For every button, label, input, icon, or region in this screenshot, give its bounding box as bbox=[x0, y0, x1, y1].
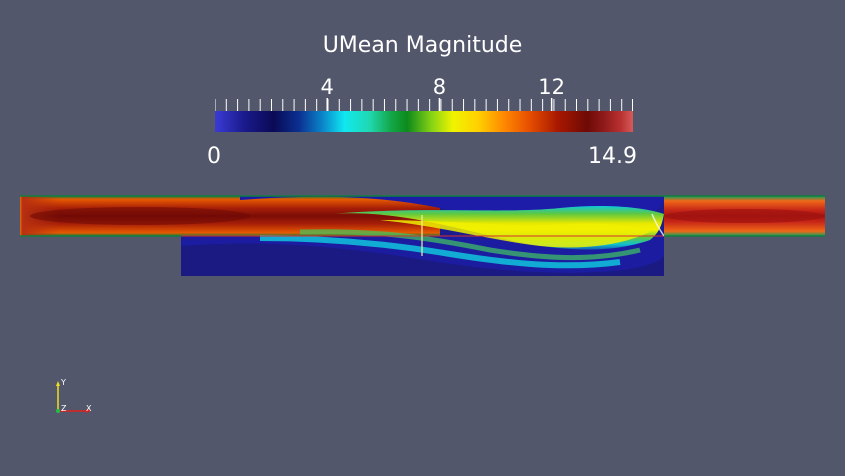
z-axis-point bbox=[56, 409, 60, 413]
legend-tick-label: 4 bbox=[320, 75, 334, 99]
axis-label-x: X bbox=[86, 404, 92, 413]
legend-tick-label: 12 bbox=[538, 75, 566, 99]
legend-title: UMean Magnitude bbox=[322, 33, 523, 58]
colorbar bbox=[214, 96, 633, 132]
legend-minor-ticks bbox=[214, 96, 633, 111]
legend-min-label: 0 bbox=[207, 144, 221, 169]
axis-label-z: Z bbox=[61, 404, 67, 413]
orientation-axes: Y Z X bbox=[52, 378, 102, 418]
legend-tick-label: 8 bbox=[432, 75, 447, 99]
legend-max-label: 14.9 bbox=[588, 144, 637, 169]
axis-label-y: Y bbox=[61, 378, 66, 387]
colorbar-gradient bbox=[215, 111, 633, 132]
color-legend bbox=[214, 96, 633, 132]
